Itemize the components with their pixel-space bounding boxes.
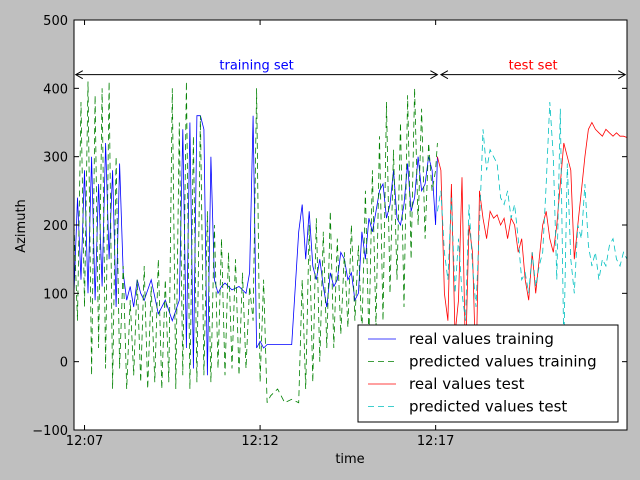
legend-label-2: real values test [409, 375, 525, 393]
y-tick-label: 300 [43, 151, 68, 166]
series-line-1 [73, 81, 438, 404]
region-label-0: training set [219, 59, 293, 74]
x-tick-label: 12:12 [241, 434, 278, 449]
legend-label-1: predicted values training [409, 353, 597, 371]
series-line-3 [437, 101, 628, 349]
series-layer [73, 81, 628, 404]
y-tick-label: 500 [43, 14, 68, 29]
legend-label-3: predicted values test [409, 398, 567, 416]
y-tick-label: 400 [43, 82, 68, 97]
y-tick-label: 0 [60, 356, 68, 371]
y-tick-label: 100 [43, 287, 68, 302]
legend: real values training predicted values tra… [357, 324, 619, 423]
legend-box [357, 324, 619, 423]
annotation-layer: training set test set [74, 59, 627, 80]
arrow-head-right [430, 70, 439, 80]
x-tick-label: 12:07 [66, 434, 103, 449]
x-axis-label: time [335, 452, 364, 467]
arrow-head-left [74, 70, 84, 80]
series-line-0 [73, 115, 438, 376]
x-tick-label: 12:17 [417, 434, 454, 449]
y-tick-label: 200 [43, 219, 68, 234]
legend-label-0: real values training [409, 330, 554, 348]
region-label-1: test set [509, 59, 558, 74]
arrow-head-left [439, 70, 449, 80]
y-tick-label: −100 [32, 424, 68, 439]
y-axis-label: Azimuth [14, 199, 29, 253]
arrow-head-right [617, 70, 627, 80]
